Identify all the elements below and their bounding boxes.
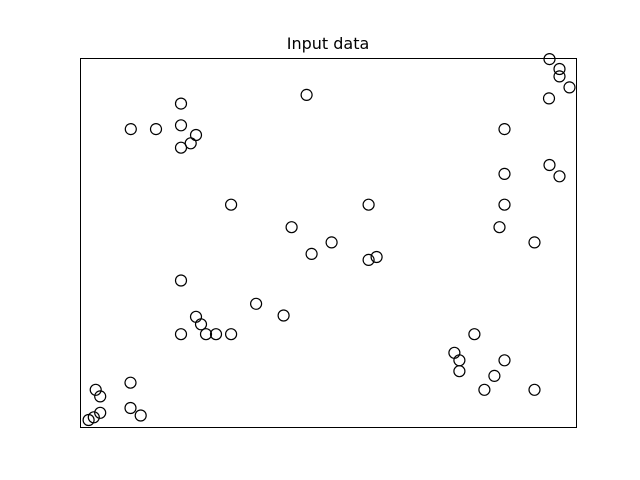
- plot-area-frame: [80, 58, 577, 428]
- data-point: [174, 97, 188, 110]
- data-point: [124, 123, 137, 136]
- data-point: [362, 198, 375, 211]
- data-point: [174, 328, 188, 341]
- data-point: [149, 123, 163, 136]
- data-point: [94, 390, 107, 403]
- data-point: [478, 383, 491, 396]
- data-point: [543, 52, 556, 66]
- chart-title: Input data: [287, 34, 370, 53]
- data-point: [87, 411, 100, 424]
- data-point: [174, 119, 188, 132]
- data-point: [498, 167, 511, 180]
- data-point: [89, 383, 102, 396]
- data-point: [488, 369, 501, 382]
- data-point: [563, 81, 576, 94]
- data-point: [124, 401, 137, 415]
- data-point: [124, 376, 137, 389]
- data-point: [553, 70, 566, 83]
- data-point: [189, 128, 203, 142]
- data-point: [94, 406, 107, 419]
- data-point: [250, 297, 263, 310]
- data-point: [553, 62, 566, 76]
- data-point: [542, 92, 556, 105]
- data-point: [498, 198, 511, 211]
- data-point: [493, 221, 506, 234]
- data-point: [498, 123, 511, 136]
- data-point: [184, 137, 197, 150]
- data-point: [370, 250, 383, 264]
- data-point: [528, 236, 541, 249]
- data-point: [362, 253, 375, 266]
- data-point: [277, 309, 290, 322]
- data-point: [528, 383, 541, 396]
- data-point: [199, 328, 213, 341]
- data-point: [225, 198, 238, 211]
- data-point: [174, 274, 188, 287]
- data-point: [300, 88, 313, 102]
- data-point: [543, 158, 556, 172]
- data-point: [453, 354, 466, 367]
- data-point: [325, 236, 338, 249]
- data-point: [285, 221, 298, 234]
- data-point: [498, 354, 511, 367]
- data-point: [194, 318, 208, 331]
- data-point: [305, 247, 318, 260]
- data-point: [553, 170, 566, 183]
- data-point: [468, 328, 481, 341]
- data-point: [209, 328, 223, 341]
- data-point: [453, 365, 466, 378]
- data-points: [82, 52, 576, 427]
- data-point: [189, 310, 203, 323]
- data-point: [134, 409, 147, 422]
- data-point: [448, 346, 461, 359]
- data-point: [225, 328, 238, 341]
